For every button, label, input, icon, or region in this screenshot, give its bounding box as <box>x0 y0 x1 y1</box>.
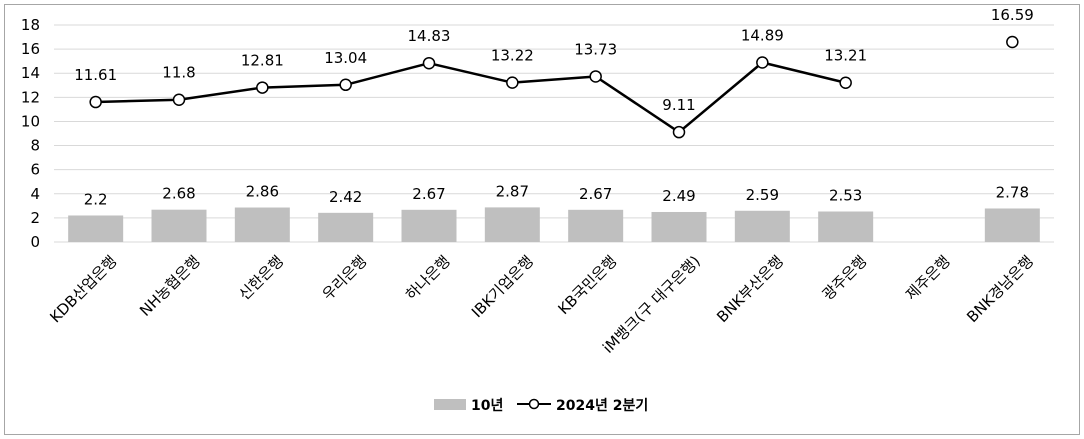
legend: 10년 2024년 2분기 <box>434 398 648 414</box>
legend-bar-swatch <box>434 399 466 410</box>
x-category-label: 광주은행 <box>819 252 871 304</box>
series-line <box>95 61 846 134</box>
y-tick-label: 6 <box>30 161 40 179</box>
line-point <box>89 95 102 109</box>
y-tick-label: 14 <box>21 64 40 82</box>
line-point <box>756 56 769 69</box>
y-tick-label: 12 <box>21 88 40 106</box>
x-axis-categories: KDB산업은행 NH농협은행 신한은행 우리은행 하나은행 IBK기업은행 KB국민은행iM… <box>46 252 1037 357</box>
line-point <box>506 76 519 89</box>
line-data-label: 13.04 <box>324 49 367 67</box>
y-tick-label: 16 <box>21 40 40 58</box>
bar-data-labels: 2.2 2.68 2.86 2.42 2.67 2.87 2.67 2.49 2.59 2.53 2… <box>84 182 1029 208</box>
line-data-label: 13.73 <box>574 40 617 58</box>
line-data-label: 16.59 <box>991 6 1034 24</box>
bar <box>818 211 874 242</box>
x-category-label: 제주은행 <box>902 252 954 304</box>
line-series <box>89 35 1019 139</box>
x-category-label: KDB산업은행 <box>46 252 120 326</box>
line-data-label: 12.81 <box>241 52 284 70</box>
x-category-label: 하나은행 <box>402 252 454 304</box>
line-data-label: 11.61 <box>74 66 117 84</box>
x-category-label: IBK기업은행 <box>468 252 537 321</box>
bar <box>984 208 1040 242</box>
bar-data-label: 2.67 <box>579 185 612 203</box>
y-tick-label: 2 <box>30 209 40 227</box>
line-data-labels: 11.61 11.8 12.81 13.04 14.83 13.22 13.73 9.11 14… <box>74 6 1034 114</box>
y-tick-label: 18 <box>21 16 40 34</box>
bar-data-label: 2.68 <box>162 185 195 203</box>
bar <box>318 212 374 242</box>
line-data-label: 13.22 <box>491 47 534 65</box>
x-category-label: KB국민은행 <box>555 252 621 318</box>
legend-line-marker <box>528 398 540 410</box>
y-tick-label: 10 <box>21 112 40 130</box>
bar-data-label: 2.67 <box>412 185 445 203</box>
bar <box>68 215 124 242</box>
bar-data-label: 2.78 <box>996 183 1029 201</box>
x-category-label: 우리은행 <box>319 252 371 304</box>
bar <box>484 207 540 242</box>
legend-bar-label: 10년 <box>471 398 503 414</box>
bar <box>401 209 457 242</box>
line-data-label: 11.8 <box>162 64 195 82</box>
line-point <box>256 81 269 94</box>
y-axis-ticks: 0 2 4 6 8 10 12 14 16 18 <box>21 16 40 251</box>
line-data-label: 9.11 <box>662 96 695 114</box>
line-point <box>422 56 436 70</box>
line-point <box>339 78 352 92</box>
bar-data-label: 2.2 <box>84 190 108 208</box>
bar-data-label: 2.87 <box>496 182 529 200</box>
line-point <box>172 93 186 106</box>
x-category-label: NH농협은행 <box>136 252 204 320</box>
line-point <box>672 125 686 139</box>
y-tick-label: 8 <box>30 137 40 155</box>
bar <box>651 211 707 242</box>
bar <box>568 209 624 242</box>
legend-line-label: 2024년 2분기 <box>556 398 648 414</box>
bar <box>151 209 207 242</box>
y-tick-label: 0 <box>30 233 40 251</box>
line-data-label: 14.89 <box>741 26 784 44</box>
bar <box>234 207 290 242</box>
y-tick-label: 4 <box>30 185 40 203</box>
bar <box>734 210 790 242</box>
bar-series <box>68 207 1040 242</box>
line-point <box>589 70 602 83</box>
bar-data-label: 2.86 <box>246 183 279 201</box>
bar-data-label: 2.59 <box>746 186 779 204</box>
bar-data-label: 2.53 <box>829 186 862 204</box>
line-point <box>1006 35 1019 49</box>
line-point <box>839 76 852 89</box>
x-category-label: BNK경남은행 <box>963 252 1037 326</box>
line-data-label: 13.21 <box>824 47 867 65</box>
bar-data-label: 2.49 <box>662 187 695 205</box>
x-category-label: 신한은행 <box>235 252 287 304</box>
gridlines <box>54 24 1054 243</box>
line-data-label: 14.83 <box>408 27 451 45</box>
bar-data-label: 2.42 <box>329 188 362 206</box>
x-category-label: BNK부산은행 <box>713 252 787 326</box>
